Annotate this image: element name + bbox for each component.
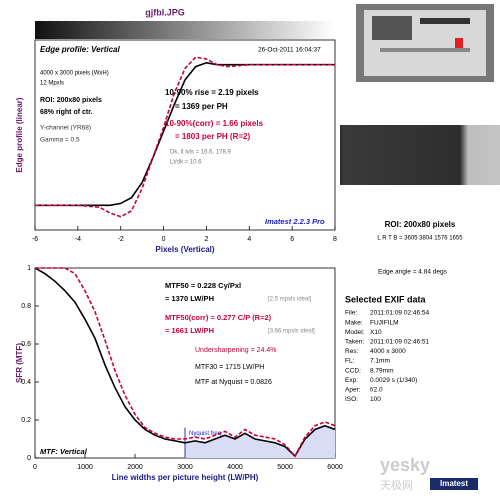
thumbnail [356, 4, 494, 82]
annotation: Undersharpening = 24.4% [195, 347, 277, 354]
exif-value: f/2.0 [370, 387, 383, 394]
plot-area [34, 39, 336, 231]
roi-image [340, 125, 500, 185]
x-tick-label: 2000 [127, 464, 143, 471]
y-tick-label: 0.6 [21, 341, 31, 348]
series-line [34, 267, 336, 458]
exif-key: Res: [345, 348, 359, 355]
annotation: Edge profile: Vertical [40, 45, 121, 54]
annotation: [2.5 mpxls ideal] [268, 297, 312, 303]
x-tick-label: -2 [118, 236, 124, 243]
annotation: [3.66 mpxls ideal] [268, 329, 315, 335]
x-tick-label: 4 [247, 236, 251, 243]
x-tick-label: 3000 [177, 464, 193, 471]
x-tick-label: 1000 [77, 464, 93, 471]
exif-key: Make: [345, 319, 363, 326]
annotation: MTF50 = 0.228 Cy/Pxl [165, 281, 241, 290]
exif-value: 100 [370, 396, 381, 403]
exif-key: File: [345, 310, 357, 317]
annotation: 10-90% rise = 2.19 pixels [165, 88, 259, 97]
annotation: 26-Oct-2011 16:04:37 [258, 47, 321, 54]
annotation: MTF: Vertical [40, 447, 88, 456]
series-line [35, 56, 335, 218]
nyquist-fill [185, 425, 335, 458]
plot-area [34, 267, 336, 459]
annotation: = 1369 per PH [175, 102, 228, 111]
exif-key: ISO: [345, 396, 358, 403]
edge-angle: Edge angle = 4.84 degs [378, 269, 448, 276]
y-tick-label: 0.2 [21, 417, 31, 424]
x-tick-label: 8 [333, 236, 337, 243]
exif-value: 0.0029 s (1/340) [370, 377, 417, 384]
x-tick-label: 5000 [277, 464, 293, 471]
lrtb: L R T B = 3605 3804 1576 1655 [377, 236, 463, 242]
exif-key: Taken: [345, 339, 364, 346]
exif-title: Selected EXIF data [345, 294, 427, 304]
annotation: Dk, lt lvls = 16.6, 178.9 [170, 150, 232, 156]
y-tick-label: 0.4 [21, 379, 31, 386]
annotation: = 1803 per PH (R=2) [175, 132, 250, 141]
annotation: = 1370 LW/PH [165, 294, 214, 303]
file-title: gjfbl.JPG [145, 7, 185, 17]
annotation: MTF50(corr) = 0.277 C/P (R=2) [165, 313, 272, 322]
x-tick-label: 6000 [327, 464, 343, 471]
brand: Imatest [440, 479, 468, 488]
exif-value: FUJIFILM [370, 319, 399, 326]
x-tick-label: 2 [204, 236, 208, 243]
x-tick-label: -4 [75, 236, 81, 243]
x-axis-label: Pixels (Vertical) [155, 245, 214, 254]
annotation: Imatest 2.2.3 Pro [265, 217, 325, 226]
roi-label: ROI: 200x80 pixels [385, 220, 456, 229]
x-tick-label: 0 [162, 236, 166, 243]
gray-bar [35, 21, 335, 39]
annotation: = 1661 LW/PH [165, 326, 214, 335]
y-tick-label: 1 [27, 265, 31, 272]
exif-value: 8.79mm [370, 367, 393, 374]
brand-box [430, 478, 478, 490]
annotation: 4000 x 3000 pixels (WxH) [40, 71, 109, 77]
x-tick-label: 0 [33, 464, 37, 471]
annotation: Gamma = 0.5 [40, 137, 80, 144]
exif-value: 2011:01:09 02:46:51 [370, 339, 430, 346]
y-tick-label: 0 [27, 455, 31, 462]
annotation: 10-90%(corr) = 1.66 pixels [165, 119, 264, 128]
y-tick-label: 0.8 [21, 303, 31, 310]
exif-key: CCD: [345, 367, 361, 374]
annotation: MTF at Nyquist = 0.0826 [195, 379, 272, 386]
nyquist-label: Nyquist freq. [189, 431, 223, 437]
series-line [35, 267, 336, 458]
x-tick-label: 4000 [227, 464, 243, 471]
annotation: 68% right of ctr. [40, 109, 93, 116]
watermark: yesky [380, 455, 430, 475]
exif-value: 2011:01:09 02:46:54 [370, 310, 430, 317]
watermark-cn: 天极网 [380, 478, 413, 492]
exif-value: 4000 x 3000 [370, 348, 406, 355]
exif-key: FL: [345, 358, 355, 365]
x-tick-label: 6 [290, 236, 294, 243]
annotation: 12 Mpxls [40, 81, 64, 87]
y-axis-label: Edge profile (linear) [15, 97, 24, 172]
exif-key: Aper: [345, 387, 361, 394]
exif-value: 7.1mm [370, 358, 390, 365]
x-tick-label: -6 [32, 236, 38, 243]
annotation: Lt/dk = 10.6 [170, 160, 202, 166]
exif-key: Model: [345, 329, 365, 336]
annotation: MTF30 = 1715 LW/PH [195, 364, 264, 371]
y-axis-label: SFR (MTF) [15, 343, 24, 383]
x-axis-label: Line widths per picture height (LW/PH) [112, 473, 259, 482]
annotation: ROI: 200x80 pixels [40, 97, 102, 104]
exif-value: X10 [370, 329, 382, 336]
exif-key: Exp: [345, 377, 358, 384]
annotation: Y-channel (YR68) [40, 125, 91, 132]
